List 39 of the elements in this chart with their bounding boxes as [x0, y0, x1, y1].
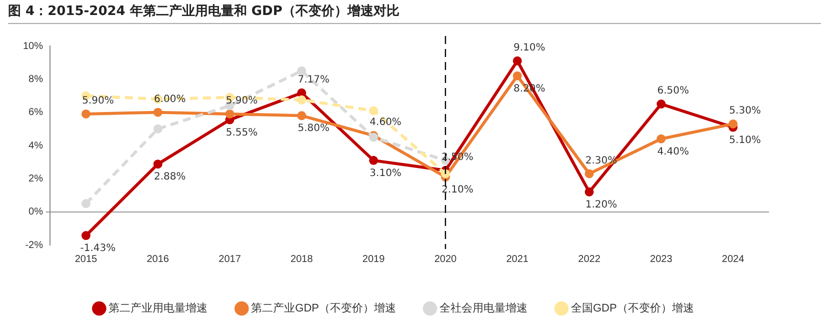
- y-tick-label: -2%: [25, 240, 44, 251]
- x-tick-label: 2023: [650, 254, 673, 265]
- data-label: 5.90%: [226, 96, 258, 107]
- x-tick-label: 2018: [290, 254, 314, 265]
- y-tick-label: 8%: [28, 74, 44, 85]
- data-label: 5.30%: [729, 106, 761, 117]
- data-label: 2.10%: [442, 184, 474, 196]
- y-tick-label: 6%: [28, 107, 44, 118]
- data-label: 6.00%: [154, 94, 186, 105]
- data-label: 4.40%: [657, 146, 690, 158]
- data-label: 5.80%: [298, 123, 330, 134]
- x-tick-label: 2020: [434, 254, 458, 265]
- data-label: 3.10%: [370, 168, 402, 180]
- legend-label: 第二产业用电量增速: [108, 302, 208, 315]
- x-tick-label: 2021: [506, 254, 529, 265]
- data-label: 9.10%: [513, 42, 546, 54]
- legend-label: 全国GDP（不变价）增速: [571, 302, 694, 315]
- data-label: 5.55%: [226, 127, 258, 138]
- data-label: 5.10%: [729, 134, 761, 146]
- x-tick-label: 2015: [74, 254, 98, 265]
- data-label: 4.60%: [370, 117, 402, 128]
- y-tick-label: 4%: [28, 140, 44, 152]
- legend-label: 第二产业GDP（不变价）增速: [251, 302, 396, 315]
- x-tick-label: 2016: [146, 254, 170, 265]
- data-label: 1.20%: [585, 200, 618, 211]
- data-label: -1.43%: [80, 243, 116, 254]
- data-label: 5.90%: [82, 96, 114, 107]
- x-tick-label: 2024: [722, 254, 745, 265]
- x-tick-label: 2019: [362, 254, 386, 265]
- data-label: 6.50%: [657, 86, 690, 97]
- y-tick-label: 0%: [28, 206, 44, 218]
- y-tick-label: 10%: [23, 40, 44, 52]
- x-tick-label: 2022: [578, 254, 601, 265]
- legend-label: 全社会用电量增速: [440, 302, 528, 315]
- x-tick-label: 2017: [218, 254, 242, 265]
- y-tick-label: 2%: [28, 173, 44, 184]
- data-label: 2.88%: [154, 172, 186, 183]
- data-label: 7.17%: [298, 74, 330, 86]
- chart-title: 图 4：2015-2024 年第二产业用电量和 GDP（不变价）增速对比: [8, 2, 821, 24]
